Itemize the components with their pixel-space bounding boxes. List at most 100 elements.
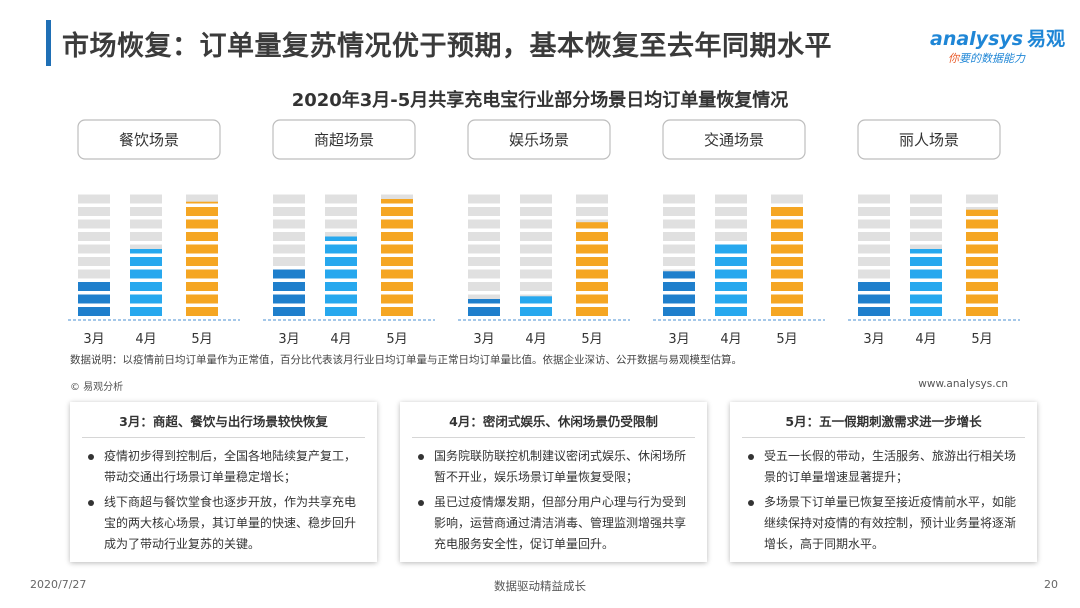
bar-segment-fill — [771, 282, 803, 291]
bar-segment-fill — [576, 294, 608, 304]
month-tick-label: 5月 — [581, 332, 602, 347]
bar-segment-fill — [576, 232, 608, 241]
bar-segment — [910, 207, 942, 216]
bar-segment-fill — [186, 257, 218, 266]
divider — [412, 437, 695, 438]
analysys-logo: analysys 易观 你要的数据能力 — [930, 24, 1065, 74]
bar-segment — [273, 219, 305, 229]
bar-segment — [78, 194, 110, 204]
page-title: 市场恢复：订单量复苏情况优于预期，基本恢复至去年同期水平 — [62, 31, 832, 62]
bar-segment-fill — [381, 257, 413, 266]
page-number: 20 — [1044, 578, 1058, 591]
bar-segment-fill — [715, 244, 747, 254]
bar-segment-fill — [966, 294, 998, 304]
bar-segment — [771, 194, 803, 204]
bullet-text: 虽已过疫情爆发期，但部分用户心理与行为受到影响，运营商通过清洁消毒、管理监测增强… — [434, 495, 687, 551]
bar-segment-fill — [715, 294, 747, 304]
bar-segment-fill — [78, 282, 110, 291]
bar-segment-fill — [663, 271, 695, 279]
bar-segment-fill — [186, 232, 218, 241]
website-link[interactable]: www.analysys.cn — [918, 378, 1008, 390]
bar-segment — [966, 194, 998, 204]
bullet-dot-icon — [748, 454, 754, 460]
bar-segment-fill — [273, 294, 305, 304]
panel-title: 3月：商超、餐饮与出行场景较快恢复 — [119, 414, 328, 429]
bar-segment-fill — [576, 269, 608, 279]
bullet-item: 国务院联防联控机制建议密闭式娱乐、休闲场所暂不开业，娱乐场景订单量恢复受限； — [400, 446, 707, 488]
bar-segment-fill — [576, 282, 608, 291]
bar-segment-fill — [468, 307, 500, 316]
bar-segment — [325, 194, 357, 204]
bar-segment — [910, 194, 942, 204]
bar-segment — [130, 194, 162, 204]
bar-segment — [78, 269, 110, 279]
panel-title: 5月：五一假期刺激需求进一步增长 — [785, 414, 982, 429]
bar-segment-fill — [130, 282, 162, 291]
month-tick-label: 3月 — [668, 332, 689, 347]
bullet-text: 疫情初步得到控制后，全国各地陆续复产复工，带动交通出行场景订单量稳定增长； — [104, 449, 357, 484]
bar-segment — [910, 219, 942, 229]
bar-segment-fill — [771, 232, 803, 241]
bar-segment-fill — [325, 257, 357, 266]
bar-segment — [520, 282, 552, 291]
bar-segment-fill — [910, 269, 942, 279]
divider — [82, 437, 365, 438]
bar-segment-fill — [130, 257, 162, 266]
month-tick-label: 5月 — [191, 332, 212, 347]
bullet-text: 线下商超与餐饮堂食也逐步开放，作为共享充电宝的两大核心场景，其订单量的快速、稳步… — [104, 495, 357, 551]
scenario-label: 餐饮场景 — [119, 131, 179, 149]
footer-date: 2020/7/27 — [30, 578, 87, 591]
bar-segment-fill — [910, 249, 942, 254]
bar-segment-fill — [910, 282, 942, 291]
bar-segment-fill — [325, 294, 357, 304]
month-tick-label: 4月 — [915, 332, 936, 347]
bar-segment — [663, 232, 695, 241]
bar-segment — [520, 207, 552, 216]
bar-segment — [858, 257, 890, 266]
bar-segment — [520, 257, 552, 266]
logo-brand: analysys — [930, 28, 1024, 50]
bar-segment-fill — [771, 307, 803, 316]
bar-segment-fill — [381, 199, 413, 204]
bar-segment — [78, 232, 110, 241]
bar-segment-fill — [771, 244, 803, 254]
bar-segment — [273, 244, 305, 254]
bar-segment-fill — [858, 294, 890, 304]
bar-segment-fill — [468, 299, 500, 304]
panel-march: 3月：商超、餐饮与出行场景较快恢复 疫情初步得到控制后，全国各地陆续复产复工，带… — [70, 402, 377, 562]
bar-segment-fill — [381, 244, 413, 254]
bar-segment-fill — [966, 307, 998, 316]
bar-segment-fill — [663, 307, 695, 316]
bar-segment — [520, 244, 552, 254]
bar-segment-fill — [325, 236, 357, 241]
bar-segment — [273, 194, 305, 204]
bar-segment-fill — [325, 244, 357, 254]
bar-chart: 餐饮场景 3月 4月 5月 商超场景 3月 4月 5月 娱乐场景 3月 4月 5月 交通场景 3月 4月 5月… — [68, 119, 1020, 347]
scenario-box — [857, 119, 1001, 160]
bar-segment-fill — [186, 282, 218, 291]
month-tick-label: 4月 — [330, 332, 351, 347]
bar-segment-fill — [186, 244, 218, 254]
bar-segment-fill — [273, 282, 305, 291]
bar-segment-fill — [966, 232, 998, 241]
bullet-item: 虽已过疫情爆发期，但部分用户心理与行为受到影响，运营商通过清洁消毒、管理监测增强… — [400, 492, 707, 555]
bar-segment-fill — [966, 257, 998, 266]
bar-segment — [468, 269, 500, 279]
bar-segment-fill — [325, 282, 357, 291]
bar-segment-fill — [663, 282, 695, 291]
bar-segment-fill — [966, 269, 998, 279]
bar-segment-fill — [576, 244, 608, 254]
month-tick-label: 5月 — [971, 332, 992, 347]
scenario-box — [662, 119, 806, 160]
month-tick-label: 3月 — [473, 332, 494, 347]
bar-segment-fill — [130, 294, 162, 304]
bullet-dot-icon — [418, 500, 424, 506]
bar-segment-fill — [130, 269, 162, 279]
bar-segment-fill — [966, 209, 998, 216]
logo-slogan-pre: 你 — [948, 52, 959, 65]
bar-segment — [520, 219, 552, 229]
logo-brand-cn: 易观 — [1027, 28, 1066, 50]
bar-segment-fill — [520, 307, 552, 316]
bar-segment-fill — [186, 207, 218, 216]
bar-segment — [520, 194, 552, 204]
